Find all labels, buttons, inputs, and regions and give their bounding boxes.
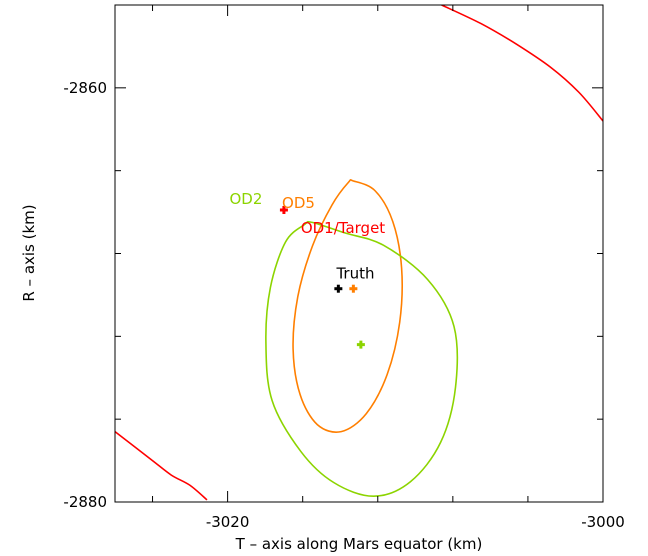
y-axis-label: R – axis (km) — [20, 204, 38, 301]
od2-marker — [356, 340, 365, 349]
od1-upper-ellipse-arc — [441, 5, 603, 122]
od5-marker — [349, 284, 358, 293]
od5-error-ellipse — [292, 178, 403, 433]
x-tick-label: -3000 — [581, 513, 625, 531]
truth-label: Truth — [335, 264, 374, 282]
y-tick-label: -2880 — [63, 493, 107, 511]
od2-label: OD2 — [229, 190, 262, 208]
od1-lower-ellipse-arc — [115, 430, 208, 501]
plot-area: OD2 OD5 OD1/Target Truth — [115, 5, 603, 501]
curves-layer — [115, 5, 603, 501]
od1-label: OD1/Target — [301, 219, 385, 237]
axis-ticks: -3020 -3000 -2860 -2880 — [63, 5, 625, 531]
point-labels: OD2 OD5 OD1/Target Truth — [229, 190, 385, 283]
points-layer — [279, 206, 365, 349]
x-tick-label: -3020 — [206, 513, 250, 531]
od2-error-ellipse — [265, 220, 459, 498]
truth-marker — [334, 284, 343, 293]
od5-label: OD5 — [282, 194, 315, 212]
x-axis-label: T – axis along Mars equator (km) — [235, 535, 483, 553]
y-tick-label: -2860 — [63, 79, 107, 97]
od1-marker — [279, 206, 288, 215]
plot-frame — [114, 4, 604, 503]
